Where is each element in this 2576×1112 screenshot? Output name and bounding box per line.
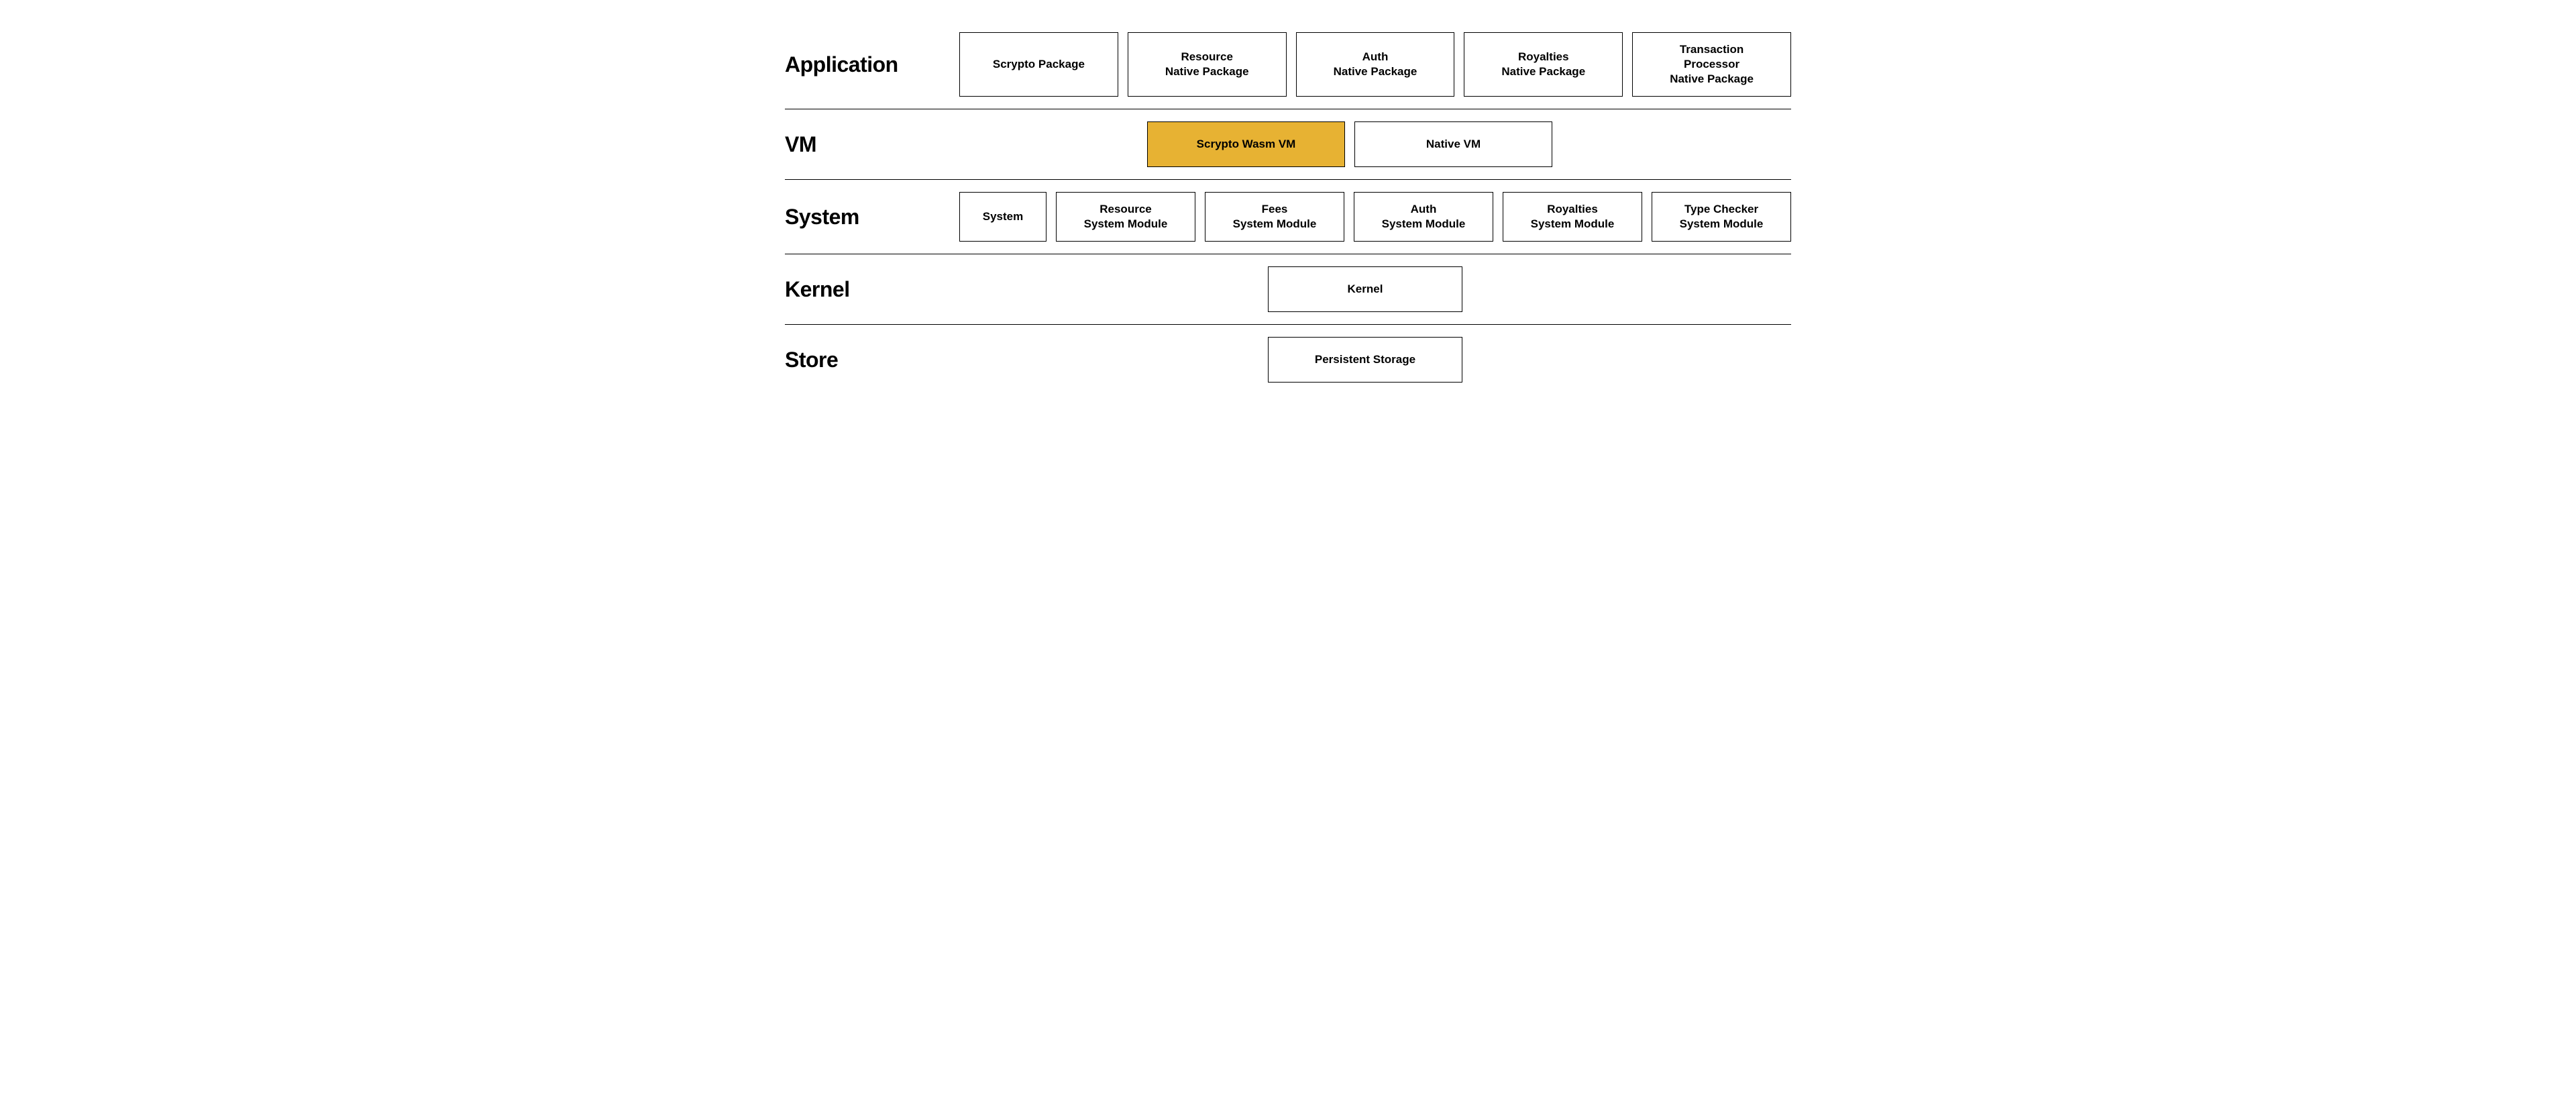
layer-label-vm: VM [785,132,959,157]
layer-label-store: Store [785,348,959,372]
layer-store: Store Persistent Storage [785,325,1791,395]
box-auth-system-module: AuthSystem Module [1354,192,1493,242]
box-scrypto-package: Scrypto Package [959,32,1118,97]
box-kernel: Kernel [1268,266,1462,312]
box-persistent-storage: Persistent Storage [1268,337,1462,383]
architecture-diagram: Application Scrypto Package ResourceNati… [785,20,1791,395]
box-scrypto-wasm-vm: Scrypto Wasm VM [1147,121,1345,167]
layer-boxes-store: Persistent Storage [959,337,1791,383]
layer-label-kernel: Kernel [785,277,959,302]
layer-label-system: System [785,205,959,230]
box-royalties-native-package: RoyaltiesNative Package [1464,32,1623,97]
layer-vm: VM Scrypto Wasm VM Native VM [785,109,1791,180]
layer-boxes-vm: Scrypto Wasm VM Native VM [959,121,1791,167]
layer-boxes-system: System ResourceSystem Module FeesSystem … [959,192,1791,242]
box-resource-native-package: ResourceNative Package [1128,32,1287,97]
layer-label-application: Application [785,52,959,77]
box-system: System [959,192,1046,242]
box-type-checker-system-module: Type CheckerSystem Module [1652,192,1791,242]
box-fees-system-module: FeesSystem Module [1205,192,1344,242]
layer-system: System System ResourceSystem Module Fees… [785,180,1791,254]
layer-boxes-application: Scrypto Package ResourceNative Package A… [959,32,1791,97]
box-royalties-system-module: RoyaltiesSystem Module [1503,192,1642,242]
box-auth-native-package: AuthNative Package [1296,32,1455,97]
layer-boxes-kernel: Kernel [959,266,1791,312]
layer-application: Application Scrypto Package ResourceNati… [785,20,1791,109]
box-native-vm: Native VM [1354,121,1552,167]
layer-kernel: Kernel Kernel [785,254,1791,325]
box-transaction-processor-native-package: TransactionProcessorNative Package [1632,32,1791,97]
box-resource-system-module: ResourceSystem Module [1056,192,1195,242]
